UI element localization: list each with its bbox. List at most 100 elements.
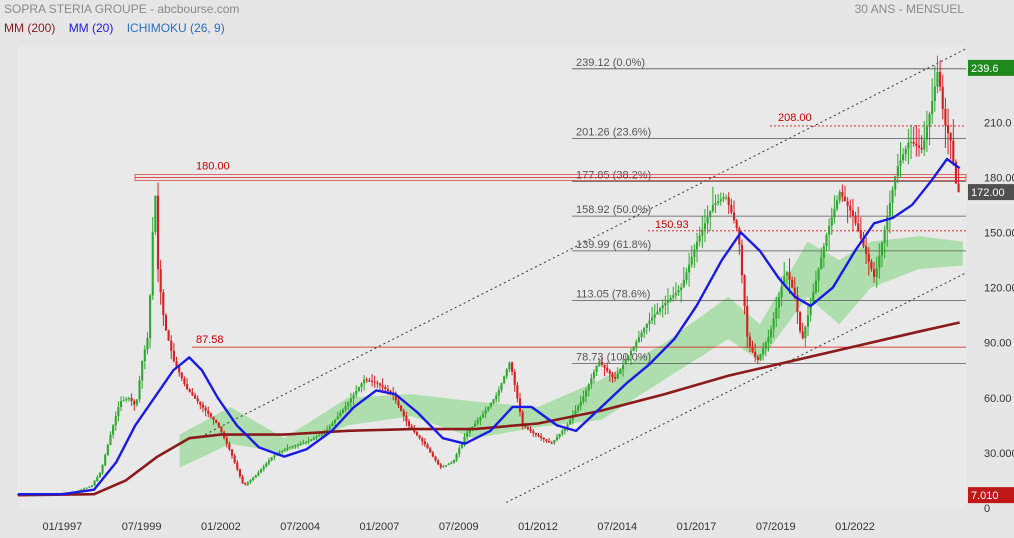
candle-body [273,455,276,458]
candle-body [730,204,733,213]
candle-body [577,406,580,411]
level-label-87: 87.58 [196,334,224,346]
candle-body [537,434,540,437]
candle-body [495,395,498,400]
candle-body [101,465,104,473]
candle-body [859,230,862,239]
candle-body [627,355,630,361]
candle-body [339,412,342,417]
candle-body [442,466,445,468]
candle-body [500,383,503,390]
candle-body [841,192,844,197]
low-price-tag: 7.010 [971,490,999,502]
candle-body [680,287,683,291]
candle-body [669,297,672,301]
candle-body [413,429,416,433]
candle-body [814,280,817,293]
candle-body [175,361,178,367]
candle-body [563,427,566,431]
candle-body [603,364,606,368]
candle-body [230,449,234,456]
candle-body [463,436,466,443]
candle-body [133,400,136,405]
candle-body [695,241,699,250]
candle-body [540,436,543,438]
candle-body [297,444,300,446]
candle-body [709,211,712,218]
candle-body [590,378,593,385]
level-label-180: 180.00 [196,160,230,172]
candle-body [513,371,516,386]
mm200-line [17,321,960,497]
candle-body [149,295,152,339]
candle-body [846,201,849,206]
candle-body [701,229,704,236]
candle-body [127,398,131,400]
candle-body [252,477,255,480]
candle-body [682,279,685,288]
candle-body [883,229,886,243]
candle-body [828,225,831,235]
candle-body [394,395,397,401]
y-tick-label-6: 30.000 [984,448,1014,460]
candle-body [561,430,564,434]
x-tick-label-7: 07/2014 [597,521,637,533]
candle-body [685,272,688,280]
candle-body [310,439,313,441]
candle-body [484,410,487,414]
candle-body [875,268,878,277]
candle-body [727,197,730,205]
candle-body [315,436,318,438]
candle-body [804,326,807,339]
candle-body [114,416,117,426]
candle-body [933,86,936,102]
candle-body [283,449,286,451]
candle-body [619,369,622,374]
candle-body [653,314,656,318]
y-tick-label-5: 60.00 [984,393,1012,405]
last-price-tag-bg [968,184,1014,201]
candle-body [624,360,627,365]
candle-body [664,302,667,306]
candle-body [817,269,820,281]
candle-body [225,437,228,444]
candle-body [825,234,828,247]
candle-body [867,253,870,262]
candle-body [548,440,551,443]
candle-body [397,400,400,406]
candle-body [762,348,765,355]
candle-body [714,203,717,205]
candle-body [260,469,263,473]
candle-body [378,383,382,386]
candle-body [558,433,561,437]
candle-body [632,346,635,351]
candle-body [928,114,931,127]
candle-body [725,197,728,199]
candle-body [373,381,376,383]
candle-body [98,472,101,477]
candle-body [891,189,894,204]
candle-body [119,401,123,407]
candle-body [944,108,947,126]
candle-body [643,328,646,333]
fibonacci-label-3: 158.92 (50.0%) [576,204,651,216]
candle-body [236,462,239,470]
fibonacci-label-6: 78.73 (100.0%) [576,351,651,363]
candle-body [672,295,675,298]
candle-body [328,426,331,430]
candle-body [717,201,720,204]
ichimoku-cloud [179,236,963,468]
candle-body [645,323,648,328]
candle-body [423,441,426,445]
candle-body [651,317,654,321]
candle-body [439,464,442,468]
candle-body [648,320,651,324]
low-price-tag-bg [968,487,1014,504]
candle-body [521,411,524,426]
candle-body [511,362,514,372]
candle-body [518,398,522,412]
candle-body [405,415,408,422]
candle-body [450,462,453,464]
candle-body [386,388,389,391]
candle-body [809,303,812,316]
